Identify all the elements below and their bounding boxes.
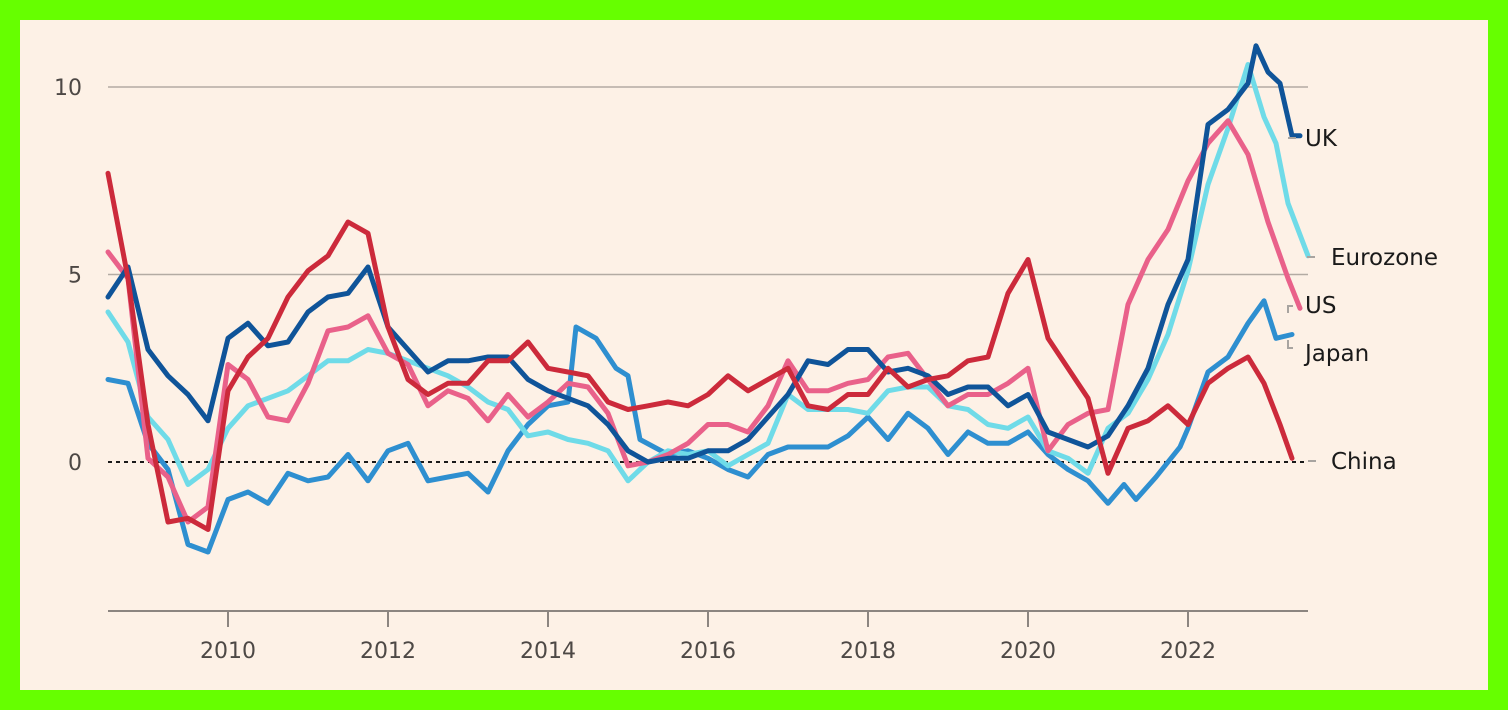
x-tick-label: 2014 xyxy=(520,639,576,664)
legend-label-japan: Japan xyxy=(1303,341,1369,367)
legend-label-us: US xyxy=(1305,293,1336,319)
legend-label-eurozone: Eurozone xyxy=(1331,245,1438,271)
us-connector xyxy=(1287,305,1293,313)
chart-panel: 0 5 10 2010 2012 2014 2016 2018 2020 2022 UK Eur… xyxy=(20,20,1488,690)
x-tick-label: 2018 xyxy=(840,639,896,664)
legend-label-china: China xyxy=(1331,449,1397,475)
series-lines xyxy=(105,43,1311,555)
series-line-china xyxy=(105,170,1295,532)
series-line-uk xyxy=(105,43,1303,465)
series-line-us xyxy=(105,118,1303,525)
legend-label-uk: UK xyxy=(1305,126,1338,152)
x-tick-label: 2022 xyxy=(1160,639,1216,664)
x-tick-label: 2010 xyxy=(200,639,256,664)
y-tick-label: 5 xyxy=(68,264,82,289)
inflation-line-chart: 0 5 10 2010 2012 2014 2016 2018 2020 2022 UK Eur… xyxy=(54,43,1438,664)
x-tick-label: 2016 xyxy=(680,639,736,664)
x-tick-label: 2012 xyxy=(360,639,416,664)
y-axis-ticks: 0 5 10 xyxy=(54,76,82,476)
x-axis: 2010 2012 2014 2016 2018 2020 2022 xyxy=(108,610,1308,664)
y-tick-label: 0 xyxy=(68,451,82,476)
japan-connector xyxy=(1287,340,1293,349)
series-line-japan xyxy=(105,298,1295,555)
x-tick-label: 2020 xyxy=(1000,639,1056,664)
y-tick-label: 10 xyxy=(54,76,82,101)
legend-labels: UK Eurozone US Japan China xyxy=(1287,126,1438,475)
